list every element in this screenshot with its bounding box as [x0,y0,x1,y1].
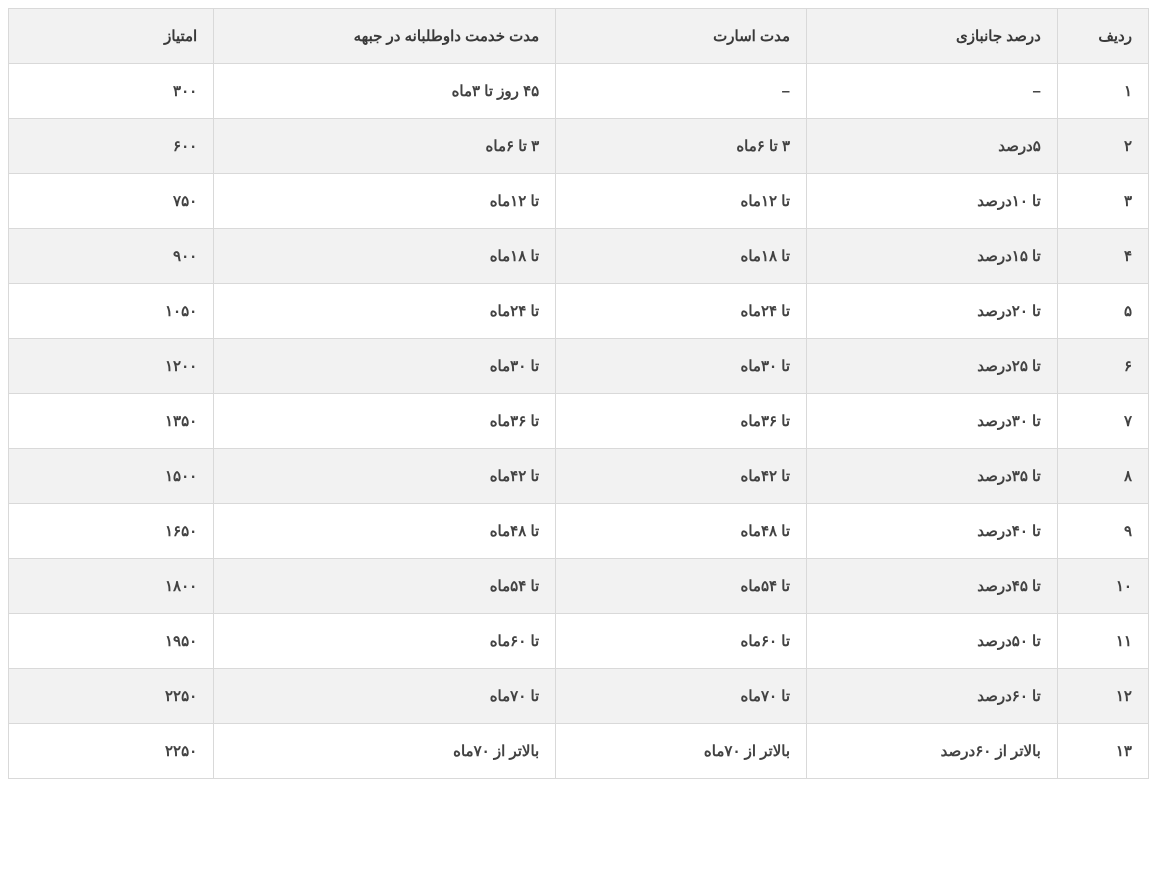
table-cell: – [807,64,1058,119]
col-header-score: امتیاز [9,9,214,64]
table-row: ۷تا ۳۰درصدتا ۳۶ماهتا ۳۶ماه۱۳۵۰ [9,394,1149,449]
table-row: ۶تا ۲۵درصدتا ۳۰ماهتا ۳۰ماه۱۲۰۰ [9,339,1149,394]
table-cell: تا ۱۲ماه [556,174,807,229]
table-cell: تا ۷۰ماه [214,669,556,724]
table-cell: تا ۳۰ماه [556,339,807,394]
table-cell: تا ۵۴ماه [214,559,556,614]
table-cell: تا ۴۸ماه [214,504,556,559]
table-row: ۳تا ۱۰درصدتا ۱۲ماهتا ۱۲ماه۷۵۰ [9,174,1149,229]
table-cell: تا ۴۰درصد [807,504,1058,559]
table-cell: ۶۰۰ [9,119,214,174]
table-cell: تا ۴۵درصد [807,559,1058,614]
table-cell: بالاتر از ۷۰ماه [556,724,807,779]
table-row: ۱۲تا ۶۰درصدتا ۷۰ماهتا ۷۰ماه۲۲۵۰ [9,669,1149,724]
table-cell: تا ۶۰ماه [214,614,556,669]
col-header-captivity-duration: مدت اسارت [556,9,807,64]
table-row: ۴تا ۱۵درصدتا ۱۸ماهتا ۱۸ماه۹۰۰ [9,229,1149,284]
table-cell: تا ۵۰درصد [807,614,1058,669]
table-cell: – [556,64,807,119]
table-cell: بالاتر از ۷۰ماه [214,724,556,779]
table-cell: ۱۰ [1057,559,1148,614]
table-cell: ۳۰۰ [9,64,214,119]
col-header-row-number: ردیف [1057,9,1148,64]
table-cell: ۷۵۰ [9,174,214,229]
table-cell: تا ۱۲ماه [214,174,556,229]
table-cell: ۱۸۰۰ [9,559,214,614]
table-cell: ۶ [1057,339,1148,394]
table-cell: تا ۲۰درصد [807,284,1058,339]
col-header-disability-pct: درصد جانبازی [807,9,1058,64]
table-cell: ۲۲۵۰ [9,669,214,724]
table-cell: تا ۶۰ماه [556,614,807,669]
table-row: ۱۰تا ۴۵درصدتا ۵۴ماهتا ۵۴ماه۱۸۰۰ [9,559,1149,614]
table-header-row: ردیف درصد جانبازی مدت اسارت مدت خدمت داو… [9,9,1149,64]
table-cell: تا ۵۴ماه [556,559,807,614]
table-cell: ۳ تا ۶ماه [556,119,807,174]
table-cell: تا ۱۸ماه [556,229,807,284]
table-cell: تا ۷۰ماه [556,669,807,724]
table-cell: ۱۳۵۰ [9,394,214,449]
table-cell: تا ۴۲ماه [556,449,807,504]
table-cell: ۱ [1057,64,1148,119]
table-cell: ۵درصد [807,119,1058,174]
table-cell: ۹ [1057,504,1148,559]
table-cell: تا ۲۵درصد [807,339,1058,394]
table-cell: ۱۳ [1057,724,1148,779]
table-cell: تا ۲۴ماه [556,284,807,339]
table-cell: ۴ [1057,229,1148,284]
table-cell: بالاتر از ۶۰درصد [807,724,1058,779]
table-cell: تا ۴۲ماه [214,449,556,504]
table-cell: تا ۳۰درصد [807,394,1058,449]
table-cell: ۱۲۰۰ [9,339,214,394]
table-cell: ۱۲ [1057,669,1148,724]
table-cell: تا ۳۵درصد [807,449,1058,504]
table-row: ۵تا ۲۰درصدتا ۲۴ماهتا ۲۴ماه۱۰۵۰ [9,284,1149,339]
table-cell: ۵ [1057,284,1148,339]
table-cell: ۳ [1057,174,1148,229]
table-row: ۱۱تا ۵۰درصدتا ۶۰ماهتا ۶۰ماه۱۹۵۰ [9,614,1149,669]
table-body: ۱––۴۵ روز تا ۳ماه۳۰۰۲۵درصد۳ تا ۶ماه۳ تا … [9,64,1149,779]
table-cell: ۱۹۵۰ [9,614,214,669]
table-cell: ۱۵۰۰ [9,449,214,504]
table-cell: تا ۳۶ماه [214,394,556,449]
table-cell: ۳ تا ۶ماه [214,119,556,174]
table-cell: ۹۰۰ [9,229,214,284]
table-cell: ۸ [1057,449,1148,504]
table-cell: تا ۱۰درصد [807,174,1058,229]
table-cell: تا ۲۴ماه [214,284,556,339]
table-cell: تا ۶۰درصد [807,669,1058,724]
col-header-voluntary-service: مدت خدمت داوطلبانه در جبهه [214,9,556,64]
table-cell: ۱۱ [1057,614,1148,669]
table-cell: ۱۶۵۰ [9,504,214,559]
table-cell: ۲۲۵۰ [9,724,214,779]
table-cell: تا ۱۸ماه [214,229,556,284]
table-row: ۱۳بالاتر از ۶۰درصدبالاتر از ۷۰ماهبالاتر … [9,724,1149,779]
table-row: ۱––۴۵ روز تا ۳ماه۳۰۰ [9,64,1149,119]
table-cell: ۲ [1057,119,1148,174]
table-cell: تا ۱۵درصد [807,229,1058,284]
table-row: ۲۵درصد۳ تا ۶ماه۳ تا ۶ماه۶۰۰ [9,119,1149,174]
table-cell: ۴۵ روز تا ۳ماه [214,64,556,119]
table-row: ۹تا ۴۰درصدتا ۴۸ماهتا ۴۸ماه۱۶۵۰ [9,504,1149,559]
table-cell: تا ۳۶ماه [556,394,807,449]
table-cell: تا ۳۰ماه [214,339,556,394]
table-cell: ۷ [1057,394,1148,449]
table-cell: ۱۰۵۰ [9,284,214,339]
table-row: ۸تا ۳۵درصدتا ۴۲ماهتا ۴۲ماه۱۵۰۰ [9,449,1149,504]
score-table: ردیف درصد جانبازی مدت اسارت مدت خدمت داو… [8,8,1149,779]
table-cell: تا ۴۸ماه [556,504,807,559]
